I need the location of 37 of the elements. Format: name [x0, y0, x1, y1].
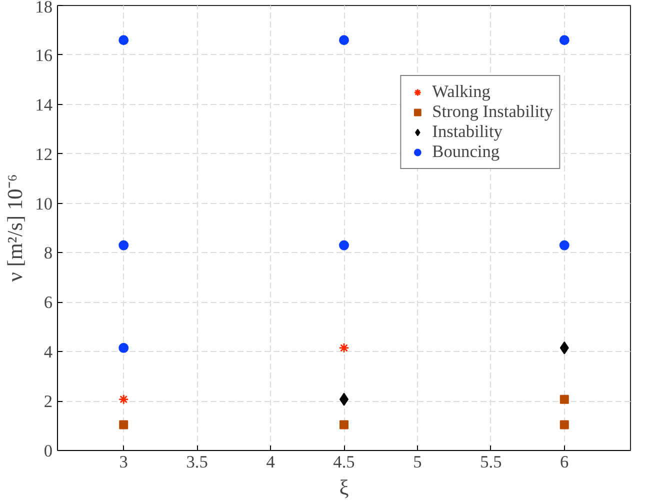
- y-tick-label: 18: [35, 0, 52, 16]
- legend-label: Bouncing: [432, 142, 500, 162]
- point: [560, 420, 569, 430]
- x-tick-label: 6: [560, 452, 570, 472]
- point: [118, 394, 129, 405]
- point: [339, 35, 349, 46]
- x-axis-title: ξ: [339, 476, 350, 500]
- y-tick-label: 8: [44, 244, 53, 263]
- point: [118, 35, 129, 46]
- x-tick-label: 3: [119, 452, 128, 472]
- point: [559, 240, 570, 250]
- point: [559, 35, 570, 46]
- point: [118, 240, 129, 250]
- y-tick-label: 16: [35, 46, 53, 65]
- y-axis-title: ν [m²/s] 10⁻⁶: [3, 174, 28, 282]
- point: [118, 342, 129, 353]
- y-tick-label: 14: [35, 95, 53, 114]
- x-tick-label: 4: [266, 452, 276, 472]
- y-tick-label: 6: [44, 293, 53, 312]
- x-tick-label: 4.5: [333, 452, 355, 472]
- y-tick-label: 10: [35, 194, 52, 214]
- point: [340, 420, 348, 430]
- legend-label: Instability: [432, 122, 502, 142]
- point: [560, 341, 569, 354]
- point: [560, 394, 569, 404]
- point: [119, 420, 128, 430]
- y-tick-label: 0: [44, 442, 53, 460]
- y-tick-label: 12: [35, 144, 52, 164]
- x-tick-label: 3.5: [186, 452, 208, 472]
- x-tick-label: 5: [413, 452, 422, 472]
- legend-label: Walking: [432, 82, 490, 102]
- legend-label: Strong Instability: [432, 102, 553, 122]
- point: [338, 342, 350, 354]
- point: [339, 240, 349, 250]
- y-tick-label: 4: [44, 342, 53, 362]
- y-tick-label: 2: [44, 392, 53, 412]
- x-tick-label: 5.5: [480, 452, 502, 472]
